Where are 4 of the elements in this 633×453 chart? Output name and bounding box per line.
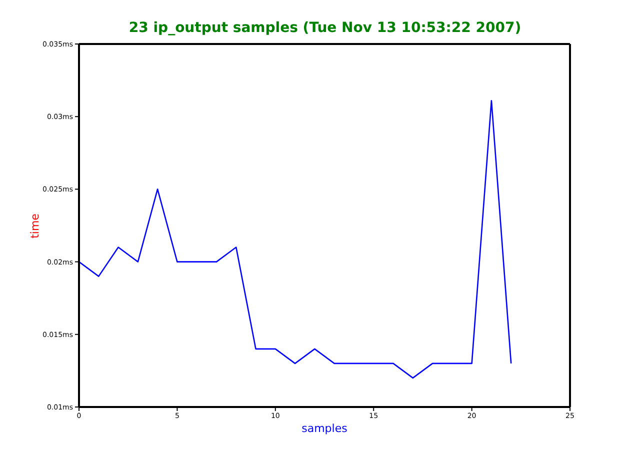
chart-title: 23 ip_output samples (Tue Nov 13 10:53:22 2007) (128, 20, 522, 36)
line-series (79, 100, 512, 379)
x-axis-title: samples (300, 422, 348, 435)
y-axis-title: time (28, 214, 42, 238)
